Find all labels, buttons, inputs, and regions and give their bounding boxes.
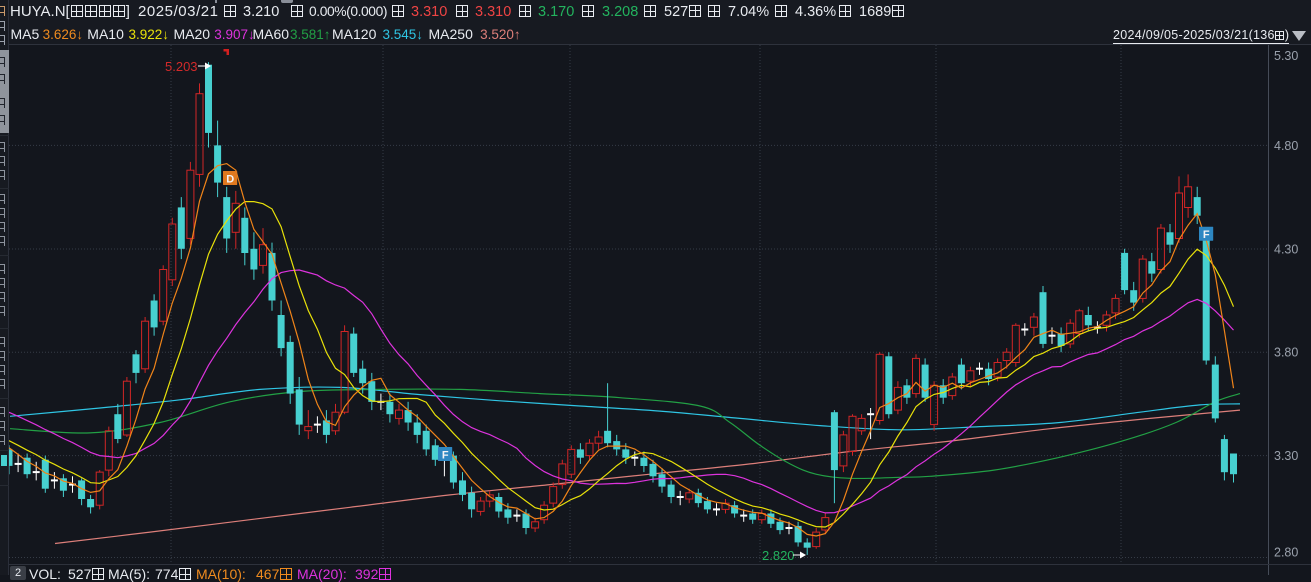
svg-text:F: F (1203, 229, 1210, 241)
svg-text:4.80: 4.80 (1274, 139, 1298, 153)
svg-text:F: F (442, 449, 449, 461)
svg-text:3.30: 3.30 (1274, 449, 1298, 463)
svg-text:5.30: 5.30 (1274, 49, 1298, 63)
svg-text:3.80: 3.80 (1274, 346, 1298, 360)
svg-text:2.820: 2.820 (762, 548, 795, 563)
svg-text:4.30: 4.30 (1274, 243, 1298, 257)
svg-text:D: D (226, 173, 234, 185)
svg-text:2.80: 2.80 (1274, 546, 1298, 560)
svg-text:5.203: 5.203 (165, 59, 198, 74)
